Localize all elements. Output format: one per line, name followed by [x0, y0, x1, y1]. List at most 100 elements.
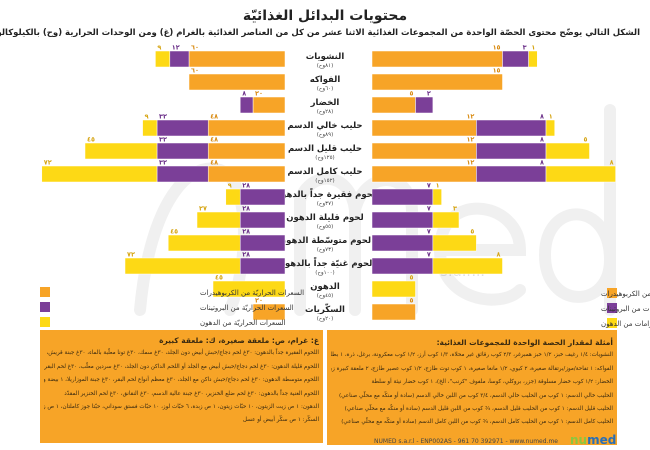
- gram-label-carbs: ١٥: [493, 67, 501, 75]
- calorie-bar-carbs: [188, 73, 286, 91]
- category-label: لحوم غنيّة جداً بالدهون: [278, 256, 373, 269]
- numed-logo[interactable]: numed: [570, 433, 616, 447]
- box-right-line: الحليب قليل الدسم: ١ كوب من الحليب قليل …: [344, 406, 613, 413]
- gram-label-protein: ٧: [427, 182, 431, 190]
- serving-examples-box: أمثلة لمقدار الحصة الواحدة للمجموعات الغ…: [327, 330, 617, 445]
- gram-label-protein: ٧: [427, 251, 431, 259]
- category-label: لحوم قليلة الدهون: [286, 213, 363, 223]
- gram-bar-carbs: [371, 96, 416, 114]
- calorie-label-carbs: ٢٠: [255, 90, 263, 98]
- calorie-bar-protein: [239, 211, 286, 229]
- gram-bar-fat: [545, 165, 616, 183]
- legend-right-label-carbs: الغرامات من الكربوهيدرات: [601, 290, 650, 298]
- calorie-bar-protein: [156, 142, 209, 160]
- legend-right-swatch-fat: [607, 318, 617, 328]
- gram-bar-protein: [502, 50, 529, 68]
- box-left-line: اللحوم متوسطة الدهون: ٣٠غ لحم دجاج/حبش د…: [44, 377, 319, 384]
- gram-label-carbs: ٥: [410, 297, 414, 305]
- calorie-label-protein: ٢٨: [242, 182, 250, 190]
- category-kcal: (١٥٢وح): [315, 178, 334, 184]
- gram-bar-carbs: [371, 165, 477, 183]
- calorie-label-fat: ٤٥: [215, 274, 223, 282]
- category-label: حليب خالي الدسم: [287, 121, 362, 131]
- calorie-label-carbs: ٢٠: [255, 297, 263, 305]
- category-kcal: (٨١وح): [317, 63, 333, 69]
- gram-label-carbs: ٥: [410, 90, 414, 98]
- gram-bar-protein: [476, 142, 547, 160]
- calorie-label-protein: ٣٢: [159, 136, 167, 144]
- footer-text: NUMED s.a.r.l - ENP002AS - 961 70 392971…: [374, 438, 558, 445]
- calorie-bar-fat: [84, 142, 158, 160]
- box-right-line: الحليب خالي الدسم: ١ كوب من الحليب خالي …: [338, 392, 613, 399]
- calorie-bar-protein: [239, 96, 254, 114]
- calorie-label-fat: ٧٢: [44, 159, 52, 167]
- box-left-line: اللحوم قليلة الدهون: ٣٠غ لحم دجاج/حبش أب…: [44, 363, 319, 370]
- calorie-bar-carbs: [207, 165, 286, 183]
- gram-label-protein: ٨: [540, 113, 544, 121]
- box-right-line: الخضار: ١/٢ كوب خضار مسلوقة (جزر، بروكلي…: [371, 379, 613, 386]
- box-right-line: النشويات: ١/٤ رغيف خبز، ١/٢ خبز همبرغر، …: [331, 352, 613, 359]
- category-kcal: (١٠٠وح): [315, 270, 334, 276]
- calorie-bar-protein: [156, 119, 209, 137]
- legend-right-label-fat: الغرامات من الدهون: [601, 320, 650, 328]
- gram-label-protein: ٧: [427, 228, 431, 236]
- category-label: حليب قليل الدسم: [288, 144, 362, 154]
- box-left-line: اللحوم الفقيرة جداً بالدهون: ٣٠غ لحم دجا…: [44, 350, 319, 357]
- calorie-label-carbs: ٤٨: [210, 113, 218, 121]
- gram-bar-protein: [371, 234, 434, 252]
- category-label: السكّريات: [305, 303, 345, 315]
- calorie-bar-carbs: [207, 142, 286, 160]
- category-label: الخضار: [310, 98, 340, 108]
- calorie-bar-fat: [225, 188, 241, 206]
- box-left-head: غ: غرام، ص: ملعقة صغيرة، ك: ملعقة كبيرة: [159, 336, 319, 345]
- calorie-label-protein: ٣٢: [159, 113, 167, 121]
- box-left-line: الدهون: ١ ص زيت الزيتون، ١٠ حبّات زيتون،…: [44, 404, 319, 411]
- calorie-label-fat: ٩: [157, 44, 161, 52]
- gram-label-carbs: ١٢: [466, 159, 474, 167]
- gram-bar-protein: [371, 188, 434, 206]
- gram-label-carbs: ١٢: [466, 113, 474, 121]
- calorie-label-fat: ٩: [228, 182, 232, 190]
- legend-left-swatch-carbs: [40, 287, 50, 297]
- category-label: الدهون: [310, 282, 340, 292]
- gram-bar-protein: [371, 211, 434, 229]
- gram-bar-fat: [371, 280, 416, 298]
- gram-bar-protein: [476, 119, 547, 137]
- gram-label-protein: ٨: [540, 136, 544, 144]
- calorie-label-protein: ٢٨: [242, 205, 250, 213]
- gram-label-fat: ١: [436, 182, 440, 190]
- category-kcal: (٤٥وح): [317, 293, 333, 299]
- box-right-line: الحليب كامل الدسم: ١ كوب من الحليب كامل …: [341, 419, 613, 426]
- box-right-head: أمثلة لمقدار الحصة الواحدة للمجموعات الغ…: [436, 338, 613, 347]
- gram-bar-carbs: [371, 73, 503, 91]
- box-left-line: اللحوم الغنية جداً بالدهون: ٣٠غ لحم ضلع …: [64, 390, 319, 397]
- legend-left-swatch-fat: [40, 317, 50, 327]
- category-kcal: (٥٥وح): [317, 224, 333, 230]
- calorie-label-fat: ٤٥: [87, 136, 95, 144]
- calorie-label-fat: ٤٥: [170, 228, 178, 236]
- gram-bar-protein: [415, 96, 434, 114]
- gram-bar-carbs: [371, 119, 477, 137]
- gram-bar-fat: [432, 234, 477, 252]
- category-label: حليب كامل الدسم: [287, 167, 362, 177]
- category-label: لحوم فقيرة جداً بالدهون: [274, 187, 376, 200]
- gram-bar-carbs: [371, 50, 503, 68]
- page-title: محتويات البدائل الغذائيّة: [242, 8, 408, 24]
- gram-label-fat: ٥: [470, 228, 474, 236]
- category-kcal: (٨٩وح): [317, 132, 333, 138]
- category-kcal: (٧٣وح): [317, 247, 333, 253]
- calorie-bar-protein: [239, 234, 286, 252]
- gram-bar-fat: [432, 188, 442, 206]
- calorie-label-protein: ١٢: [172, 44, 180, 52]
- calorie-label-protein: ٣٢: [159, 159, 167, 167]
- legend-left-swatch-protein: [40, 302, 50, 312]
- gram-bar-fat: [528, 50, 538, 68]
- box-right-line: الفواكه: ١ تفاحة/موز/برتقالة صغيرة، ٢ كي…: [331, 365, 613, 372]
- calorie-bar-carbs: [252, 303, 286, 321]
- calorie-bar-fat: [155, 50, 171, 68]
- calorie-bar-carbs: [207, 119, 286, 137]
- gram-label-protein: ٧: [427, 205, 431, 213]
- calorie-label-protein: ٢٨: [242, 228, 250, 236]
- calorie-label-fat: ٢٧: [199, 205, 207, 213]
